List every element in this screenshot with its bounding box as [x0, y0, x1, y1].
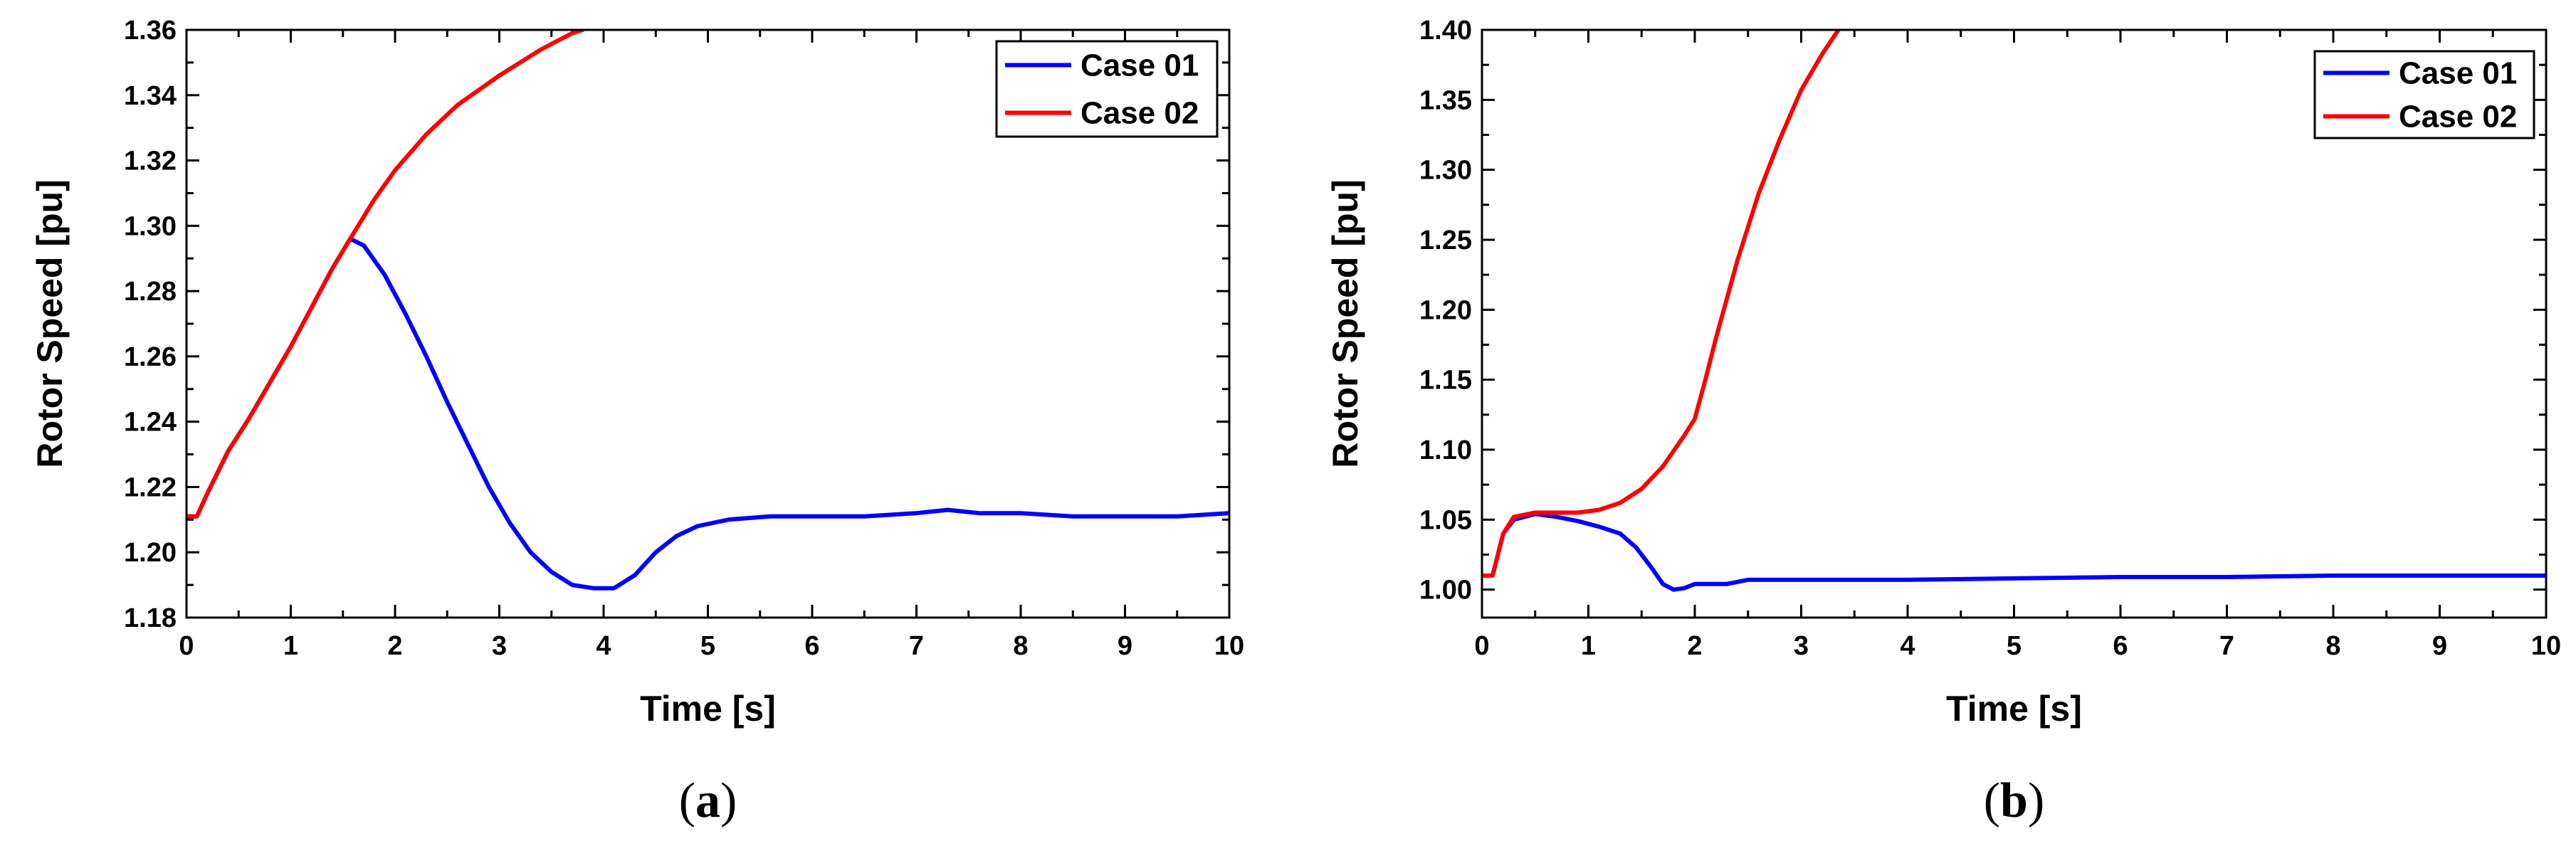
- chart-panel-a: 0 1 2 3 4 5 6 7 8 9 10 1.18 1.20 1.22 1.24 1.26 1.28 1.30…: [30, 16, 1244, 828]
- x-tick-label: 10: [1214, 631, 1244, 661]
- x-tick-label: 7: [2219, 631, 2234, 661]
- series-line-case-01: [186, 236, 1229, 591]
- panel-label: (b): [1984, 773, 2045, 828]
- series-line-case-01: [1482, 512, 2546, 592]
- y-tick-label: 1.22: [124, 472, 177, 502]
- x-tick-label: 2: [387, 631, 402, 661]
- x-tick-label: 5: [700, 631, 715, 661]
- y-tick-label: 1.10: [1419, 435, 1472, 465]
- y-tick-label: 1.36: [124, 16, 177, 46]
- y-axis-title: Rotor Speed [pu]: [30, 179, 70, 468]
- panel-label-close: ): [720, 773, 737, 828]
- x-tick-label: 8: [2325, 631, 2340, 661]
- x-tick-label: 1: [283, 631, 298, 661]
- panel-label-open: (: [1984, 773, 2000, 828]
- series-line-case-02: [1482, 30, 1841, 578]
- x-tick-label: 3: [492, 631, 507, 661]
- y-tick-label: 1.15: [1419, 366, 1472, 396]
- y-tick-label: 1.05: [1419, 505, 1472, 535]
- y-tick-label: 1.18: [124, 603, 177, 633]
- x-tick-label: 8: [1013, 631, 1028, 661]
- panel-label-open: (: [679, 773, 695, 828]
- legend-label-case-01: Case 01: [1081, 48, 1199, 83]
- y-tick-label: 1.25: [1419, 226, 1472, 255]
- legend-box: [2313, 50, 2535, 139]
- x-tick-label: 9: [1118, 631, 1132, 661]
- legend-box: [995, 40, 1219, 138]
- legend-label-case-02: Case 02: [2399, 100, 2517, 134]
- x-tick-label: 9: [2432, 631, 2447, 661]
- x-tick-label: 10: [2531, 631, 2561, 661]
- y-axis-title: Rotor Speed [pu]: [1325, 179, 1365, 468]
- x-tick-label: 6: [2113, 631, 2128, 661]
- panel-label-letter: a: [695, 773, 720, 828]
- x-tick-label: 4: [596, 631, 611, 661]
- x-tick-label: 0: [179, 631, 194, 661]
- y-tick-label: 1.30: [1419, 156, 1472, 186]
- x-tick-label: 1: [1581, 631, 1596, 661]
- x-axis-title: Time [s]: [640, 689, 776, 729]
- x-tick-label: 2: [1687, 631, 1702, 661]
- chart-panel-b: 0 1 2 3 4 5 6 7 8 9 10 1.00 1.05 1.10 1.15 1.20 1.25 1.30…: [1325, 16, 2561, 828]
- x-tick-label: 5: [2007, 631, 2022, 661]
- y-tick-label: 1.26: [124, 342, 177, 372]
- y-tick-label: 1.24: [124, 408, 177, 438]
- panel-label-close: ): [2028, 773, 2044, 828]
- y-tick-label: 1.28: [124, 277, 177, 307]
- panel-label: (a): [679, 773, 737, 828]
- panel-label-letter: b: [2000, 773, 2028, 828]
- y-tick-label: 1.00: [1419, 576, 1472, 605]
- y-tick-label: 1.20: [124, 538, 177, 568]
- legend: Case 01 Case 02: [2313, 50, 2535, 139]
- y-tick-label: 1.30: [124, 211, 177, 241]
- y-tick-label: 1.35: [1419, 85, 1472, 115]
- y-tick-label: 1.40: [1419, 16, 1472, 46]
- x-axis-title: Time [s]: [1946, 689, 2082, 729]
- x-tick-label: 4: [1900, 631, 1915, 661]
- x-tick-label: 7: [909, 631, 924, 661]
- legend: Case 01 Case 02: [995, 40, 1219, 138]
- legend-label-case-01: Case 01: [2399, 56, 2517, 91]
- legend-label-case-02: Case 02: [1081, 96, 1199, 131]
- x-tick-label: 3: [1794, 631, 1809, 661]
- series-line-case-02: [186, 30, 585, 519]
- y-tick-label: 1.32: [124, 147, 177, 176]
- x-tick-label: 6: [804, 631, 819, 661]
- y-tick-label: 1.34: [124, 81, 177, 111]
- x-tick-label: 0: [1474, 631, 1489, 661]
- y-tick-label: 1.20: [1419, 295, 1472, 325]
